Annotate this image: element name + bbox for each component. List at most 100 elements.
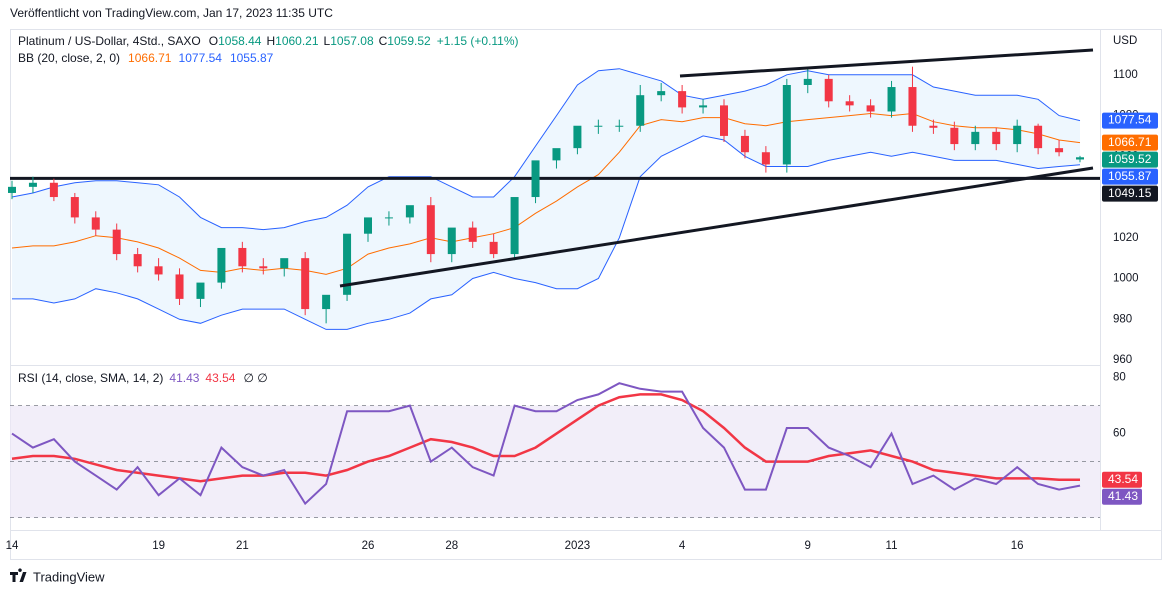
- candle-body: [1055, 148, 1064, 153]
- candle-body: [510, 197, 519, 255]
- candle-body: [280, 258, 289, 269]
- x-tick-label: 4: [679, 540, 686, 552]
- price-label: 1066.71: [1108, 135, 1152, 149]
- candle-body: [594, 125, 603, 127]
- candle-body: [28, 182, 37, 187]
- rsi-label-box: [1102, 471, 1142, 488]
- ohlc-value: 1060.21: [275, 34, 319, 48]
- y-tick-label: 960: [1113, 354, 1132, 366]
- bb-basis-value: 1066.71: [128, 51, 172, 65]
- trendline-upper: [679, 48, 1094, 78]
- candle-body: [636, 95, 645, 126]
- candle-body: [531, 160, 540, 198]
- candle-body: [1034, 125, 1043, 149]
- footer-brand: TradingView: [33, 569, 105, 584]
- candle-body: [803, 78, 812, 85]
- candle-body: [154, 266, 163, 275]
- rsi-label: 41.43: [1108, 489, 1138, 503]
- bb-legend: BB (20, close, 2, 0) 1066.71 1077.54 1055.8…: [18, 51, 274, 65]
- candle-body: [49, 182, 58, 198]
- candle-body: [384, 217, 393, 219]
- price-label: 1049.15: [1108, 186, 1152, 200]
- candle-body: [447, 227, 456, 255]
- candle-body: [992, 131, 1001, 145]
- rsi-line: [11, 382, 1081, 506]
- rsi-tick-label: 60: [1113, 428, 1126, 440]
- x-tick-label: 9: [805, 540, 811, 552]
- candle-body: [845, 101, 854, 106]
- y-tick-label: 1100: [1113, 69, 1138, 81]
- logo-icon: [10, 568, 27, 582]
- candle-body: [322, 294, 331, 310]
- candle-body: [196, 282, 205, 299]
- candle-body: [1076, 157, 1084, 160]
- bb-basis: [11, 112, 1081, 275]
- price-labels: 1077.54 1066.71 1059.52 1055.87 1049.15 43.54…: [1102, 112, 1158, 505]
- x-tick-label: 16: [1011, 540, 1024, 552]
- candle-body: [301, 258, 310, 310]
- candle-body: [1013, 125, 1022, 145]
- rsi-tick-label: 80: [1113, 372, 1126, 384]
- candle-body: [971, 131, 980, 145]
- price-label-box: [1102, 112, 1158, 129]
- x-tick-label: 26: [362, 540, 375, 552]
- candle-body: [91, 217, 100, 230]
- rsi-value: 41.43: [169, 371, 199, 385]
- rsi-value: 43.54: [205, 371, 235, 385]
- price-label: 1077.54: [1108, 113, 1152, 127]
- trendlines: [339, 48, 1094, 288]
- candle-body: [573, 125, 582, 149]
- candle-body: [217, 247, 226, 283]
- candle-body: [364, 217, 372, 234]
- candle-body: [866, 105, 875, 112]
- candle-body: [615, 125, 624, 127]
- ohlc-value: 1057.08: [330, 34, 374, 48]
- ohlc-label: C: [379, 34, 388, 48]
- x-tick-label: 2023: [565, 540, 591, 552]
- candle-body: [699, 105, 708, 108]
- candle-body: [929, 125, 938, 128]
- bb-upper: [11, 68, 1081, 231]
- candle-body: [175, 274, 184, 299]
- x-tick-label: 19: [152, 540, 165, 552]
- candle-body: [259, 266, 268, 269]
- candle-body: [552, 148, 561, 161]
- bb-lower-value: 1055.87: [230, 51, 274, 65]
- ohlc-value: 1059.52: [387, 34, 431, 48]
- na-marks: ∅ ∅: [243, 371, 267, 385]
- price-label-box: [1102, 134, 1158, 151]
- candle-body: [133, 254, 142, 267]
- candle-body: [489, 241, 498, 255]
- currency-label: USD: [1113, 35, 1137, 47]
- price-label-box: [1102, 151, 1158, 168]
- frame: [10, 29, 1162, 560]
- ohlc-value: 1058.44: [218, 34, 262, 48]
- candle-body: [657, 91, 666, 96]
- x-tick-label: 14: [6, 540, 19, 552]
- change: +1.15 (+0.11%): [437, 34, 519, 48]
- candle-body: [468, 227, 477, 242]
- candle-body: [112, 229, 121, 255]
- published-note: Veröffentlicht von TradingView.com, Jan …: [10, 6, 333, 20]
- price-label: 1055.87: [1108, 169, 1152, 183]
- candle-body: [426, 205, 435, 255]
- candle-body: [238, 247, 247, 267]
- ohlc-label: L: [324, 34, 331, 48]
- candle-body: [761, 152, 770, 165]
- y-tick-label: 1000: [1113, 273, 1139, 285]
- candle-body: [782, 85, 791, 165]
- rsi-legend: RSI (14, close, SMA, 14, 2) 41.43 43.54 ∅ ∅: [18, 371, 268, 385]
- x-tick-label: 11: [886, 540, 898, 552]
- y-tick-label: 1020: [1113, 232, 1139, 244]
- price-legend: Platinum / US-Dollar, 4Std., SAXO O1058.4…: [18, 34, 519, 48]
- candle-body: [8, 186, 16, 193]
- bb-title: BB (20, close, 2, 0): [18, 51, 120, 65]
- rsi-label: 43.54: [1108, 472, 1138, 486]
- price-label: 1059.52: [1108, 152, 1152, 166]
- candle-body: [70, 197, 79, 218]
- candle-body: [405, 205, 414, 218]
- rsi-pane: [10, 382, 1100, 518]
- trendline-lower: [339, 166, 1094, 288]
- bb-fill: [12, 68, 1080, 330]
